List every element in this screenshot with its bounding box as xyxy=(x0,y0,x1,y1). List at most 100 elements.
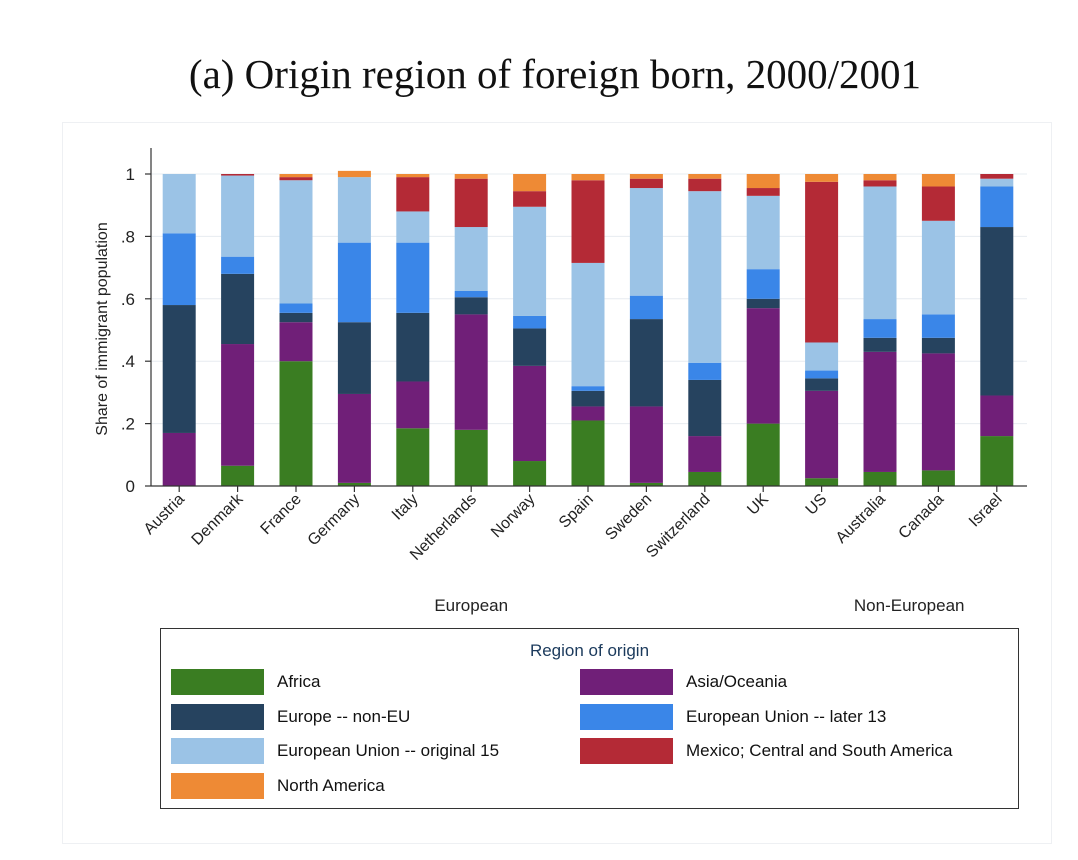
bar-segment xyxy=(396,242,430,313)
legend-swatch xyxy=(171,738,264,764)
bar-segment xyxy=(746,308,780,424)
bar-segment xyxy=(513,206,547,316)
bar-segment xyxy=(162,233,196,306)
group-label: Non-European xyxy=(854,596,965,615)
figure-title: (a) Origin region of foreign born, 2000/… xyxy=(188,51,922,97)
bar-segment xyxy=(980,178,1014,187)
legend-swatch xyxy=(580,669,673,695)
bar-segment xyxy=(980,174,1014,179)
bar-segment xyxy=(279,312,313,323)
x-tick-label: Austria xyxy=(141,491,188,538)
bar-segment xyxy=(513,328,547,366)
bar-segment xyxy=(162,305,196,433)
bar-segment xyxy=(454,178,488,228)
bar-segment xyxy=(921,174,955,187)
x-tick-label: Canada xyxy=(896,491,948,543)
bar-segment xyxy=(513,174,547,192)
bar-segment xyxy=(629,174,663,179)
bar-segment xyxy=(688,362,722,380)
bar-segment xyxy=(980,186,1014,228)
bar-segment xyxy=(980,395,1014,437)
bar-segment xyxy=(863,174,897,181)
bar-segment xyxy=(863,319,897,338)
bar-segment xyxy=(513,365,547,462)
bar-segment xyxy=(571,406,605,421)
bar-segment xyxy=(629,406,663,483)
bar-segment xyxy=(454,174,488,179)
legend-swatch xyxy=(171,772,264,799)
y-tick-label: .6 xyxy=(121,290,135,309)
bar-segment xyxy=(921,353,955,471)
bar-segment xyxy=(571,180,605,263)
bar-segment xyxy=(279,177,313,181)
bar-segment xyxy=(337,322,371,394)
legend-swatch xyxy=(171,669,264,695)
bar-segment xyxy=(863,471,897,486)
bar-segment xyxy=(921,470,955,486)
bar-segment xyxy=(221,273,255,345)
x-tick-label: Israel xyxy=(966,491,1006,531)
x-tick-label: Denmark xyxy=(189,490,248,549)
bar-segment xyxy=(921,220,955,315)
bar-segment xyxy=(921,186,955,221)
bar-segment xyxy=(805,478,839,486)
bar-segment xyxy=(454,227,488,291)
legend-label: Mexico; Central and South America xyxy=(686,741,953,760)
bar-segment xyxy=(454,314,488,430)
legend-label: Europe -- non-EU xyxy=(277,706,411,726)
bar-segment xyxy=(805,378,839,391)
bar-segment xyxy=(746,195,780,270)
bar-segment xyxy=(746,269,780,299)
legend-label: Asia/Oceania xyxy=(686,672,788,691)
bar-segment xyxy=(454,429,488,486)
bar-segment xyxy=(337,177,371,243)
y-axis-label: Share of immigrant population xyxy=(94,222,111,435)
bar-segment xyxy=(513,315,547,329)
bar-segment xyxy=(396,174,430,178)
x-tick-label: Italy xyxy=(389,491,422,524)
bar-segment xyxy=(221,465,255,486)
legend-swatch xyxy=(171,703,264,730)
x-tick-label: Norway xyxy=(488,491,538,541)
legend-swatch xyxy=(580,738,673,764)
y-tick-label: .8 xyxy=(121,227,135,246)
bar-segment xyxy=(805,181,839,343)
bar-segment xyxy=(688,471,722,486)
x-tick-label: Germany xyxy=(305,491,364,550)
bar-segment xyxy=(279,174,313,178)
legend-swatch xyxy=(580,703,673,730)
bar-segment xyxy=(688,178,722,192)
bar-segment xyxy=(805,174,839,182)
x-tick-label: US xyxy=(803,491,831,519)
y-tick-label: .2 xyxy=(121,415,135,434)
bar-segment xyxy=(162,432,196,486)
bar-segment xyxy=(337,170,371,178)
bar-segment xyxy=(454,297,488,315)
legend-label: North America xyxy=(277,775,385,795)
bar-segment xyxy=(629,295,663,320)
legend-label: Africa xyxy=(277,672,321,691)
bar-segment xyxy=(571,174,605,181)
bar-segment xyxy=(396,211,430,243)
bar-segment xyxy=(513,461,547,486)
group-label: European xyxy=(434,596,508,615)
y-tick-label: .4 xyxy=(121,352,135,371)
bar-segment xyxy=(571,420,605,486)
bar-segment xyxy=(221,174,255,176)
bar-segment xyxy=(454,291,488,298)
bar-segment xyxy=(162,174,196,234)
x-tick-label: UK xyxy=(744,491,772,519)
bar-segment xyxy=(221,256,255,274)
legend-title: Region of origin xyxy=(529,641,650,660)
bar-segment xyxy=(571,386,605,391)
bar-segment xyxy=(396,177,430,212)
bar-segment xyxy=(688,174,722,179)
bar-segment xyxy=(805,390,839,479)
bar-segment xyxy=(513,191,547,207)
bar-segment xyxy=(688,191,722,363)
bar-segment xyxy=(396,428,430,486)
bar-segment xyxy=(921,337,955,354)
bar-segment xyxy=(863,351,897,472)
stacked-bar-chart: 0 .2 .4 .6 .8 1 Share of immigrant population A… xyxy=(94,148,1027,615)
y-tick-label: 1 xyxy=(126,165,135,184)
